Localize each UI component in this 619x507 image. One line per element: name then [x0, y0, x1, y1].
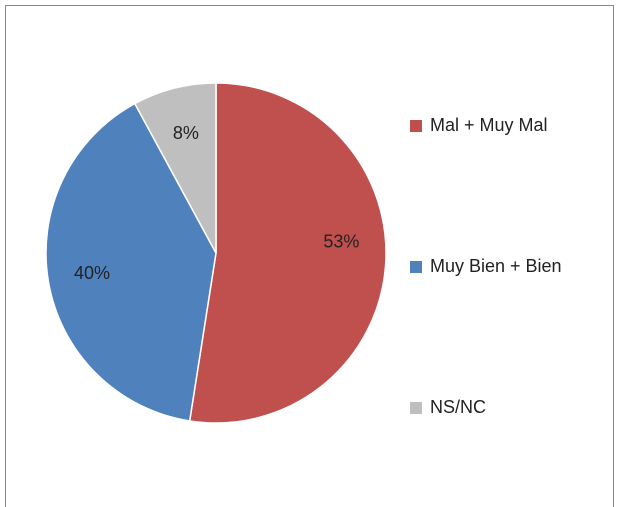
data-label: 8%: [173, 123, 199, 143]
legend-swatch: [410, 261, 422, 273]
pie-slice: [133, 82, 217, 254]
data-label: 40%: [74, 263, 110, 283]
chart-border: [5, 5, 614, 507]
data-label: 53%: [323, 232, 359, 252]
legend-label: Mal + Muy Mal: [430, 115, 548, 135]
pie-slice: [45, 102, 217, 422]
legend-swatch: [410, 402, 422, 414]
legend-label: NS/NC: [430, 397, 486, 417]
legend-swatch: [410, 120, 422, 132]
pie-slice: [188, 82, 387, 424]
legend-label: Muy Bien + Bien: [430, 256, 562, 276]
